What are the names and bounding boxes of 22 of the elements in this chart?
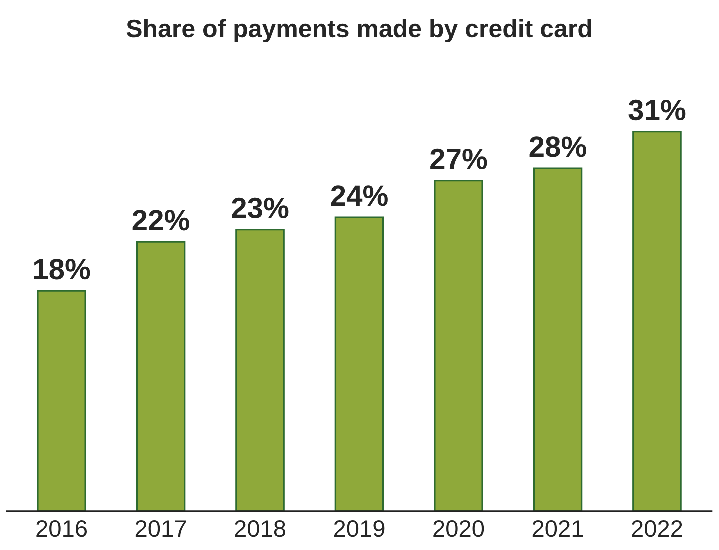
bar [334,216,384,512]
x-tick-label: 2017 [136,520,186,538]
bar [136,241,186,512]
x-tick-label: 2018 [235,520,286,538]
bar [632,131,682,512]
data-label: 22% [132,210,190,231]
bar [533,168,583,512]
x-tick-label: 2021 [532,520,584,538]
x-tick-label: 2016 [36,520,87,538]
data-label: 24% [331,186,388,206]
data-label: 23% [232,198,289,219]
x-tick-label: 2022 [632,520,682,538]
x-tick-label: 2019 [334,520,385,538]
bar [37,290,86,512]
data-label: 27% [430,148,488,170]
data-label: 28% [530,136,586,158]
chart-title: Share of payments made by credit card [126,19,592,43]
data-label: 31% [628,100,686,121]
x-tick-label: 2020 [434,520,484,538]
data-label: 18% [34,259,90,280]
bar [236,228,285,512]
bar [434,180,484,512]
